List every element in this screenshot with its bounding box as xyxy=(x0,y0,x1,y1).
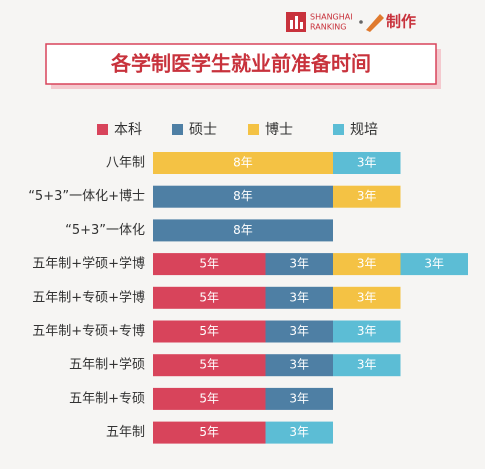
y-tick-label: 五年制+专硕+专博 xyxy=(32,324,145,339)
value-label: 8年 xyxy=(233,223,253,237)
value-label: 3年 xyxy=(289,425,309,439)
y-tick-label: 五年制 xyxy=(106,425,145,440)
legend-label: 本科 xyxy=(114,122,142,138)
bar-segment xyxy=(400,253,468,276)
value-label: 3年 xyxy=(357,189,377,203)
value-label: 5年 xyxy=(199,358,219,372)
value-label: 5年 xyxy=(199,324,219,338)
value-label: 3年 xyxy=(357,156,377,170)
value-label: 3年 xyxy=(357,290,377,304)
bar-segment xyxy=(153,185,333,208)
bar-segment xyxy=(153,253,266,276)
legend-label: 硕士 xyxy=(189,122,217,138)
bar-segment xyxy=(153,286,266,309)
bar-segment xyxy=(265,421,333,444)
brand-text: SHANGHAI xyxy=(310,13,353,22)
value-label: 3年 xyxy=(357,324,377,338)
value-label: 3年 xyxy=(289,290,309,304)
value-label: 3年 xyxy=(357,257,377,271)
chart-title: 各学制医学生就业前准备时间 xyxy=(110,52,371,76)
value-label: 8年 xyxy=(233,189,253,203)
value-label: 3年 xyxy=(289,257,309,271)
bar-segment xyxy=(265,253,333,276)
bar-segment xyxy=(333,185,401,208)
bar-segment xyxy=(333,320,401,343)
y-tick-label: 八年制 xyxy=(106,156,145,171)
bar-segment xyxy=(153,354,266,377)
value-label: 3年 xyxy=(289,324,309,338)
bar-segment xyxy=(265,286,333,309)
logo-icon-bar xyxy=(290,20,293,29)
bar-segment xyxy=(333,152,401,174)
y-tick-label: “5+3”一体化 xyxy=(65,223,145,238)
bar-segment xyxy=(153,421,266,444)
y-tick-label: 五年制+专硕 xyxy=(69,391,145,406)
legend-label: 博士 xyxy=(265,121,293,138)
value-label: 5年 xyxy=(199,425,219,439)
legend-swatch xyxy=(172,124,183,135)
made-by: 制作 xyxy=(386,13,416,31)
y-tick-label: “5+3”一体化+博士 xyxy=(28,189,145,204)
bar-segment xyxy=(153,387,266,410)
legend-swatch xyxy=(248,124,259,135)
legend-swatch xyxy=(97,124,108,135)
value-label: 5年 xyxy=(199,257,219,271)
value-label: 5年 xyxy=(199,290,219,304)
bar-segment xyxy=(265,320,333,343)
bar-segment xyxy=(333,286,401,309)
logo: SHANGHAI RANKING 制作 xyxy=(286,12,416,32)
separator-dot xyxy=(359,20,363,24)
title-box xyxy=(45,43,437,85)
y-tick-label: 五年制+学硕+学博 xyxy=(32,256,145,272)
value-label: 8年 xyxy=(233,156,253,170)
value-label: 5年 xyxy=(199,391,219,405)
value-label: 3年 xyxy=(289,358,309,372)
legend-swatch xyxy=(333,124,344,135)
bar-segment xyxy=(265,387,333,410)
brand-text: RANKING xyxy=(310,23,346,32)
bar-segment xyxy=(153,320,266,343)
logo-icon-bar xyxy=(300,22,303,29)
bar-segment xyxy=(333,253,401,276)
bar-segment xyxy=(333,354,401,377)
value-label: 3年 xyxy=(424,257,444,271)
logo-icon-bar xyxy=(295,16,298,29)
value-label: 3年 xyxy=(357,358,377,372)
legend-label: 规培 xyxy=(350,122,378,138)
y-tick-label: 五年制+学硕 xyxy=(69,357,145,373)
value-label: 3年 xyxy=(289,391,309,405)
y-tick-label: 五年制+专硕+学博 xyxy=(32,289,145,305)
bar-segment xyxy=(153,219,333,242)
bar-segment xyxy=(153,152,333,174)
pencil-icon xyxy=(366,14,384,32)
bar-segment xyxy=(265,354,333,377)
